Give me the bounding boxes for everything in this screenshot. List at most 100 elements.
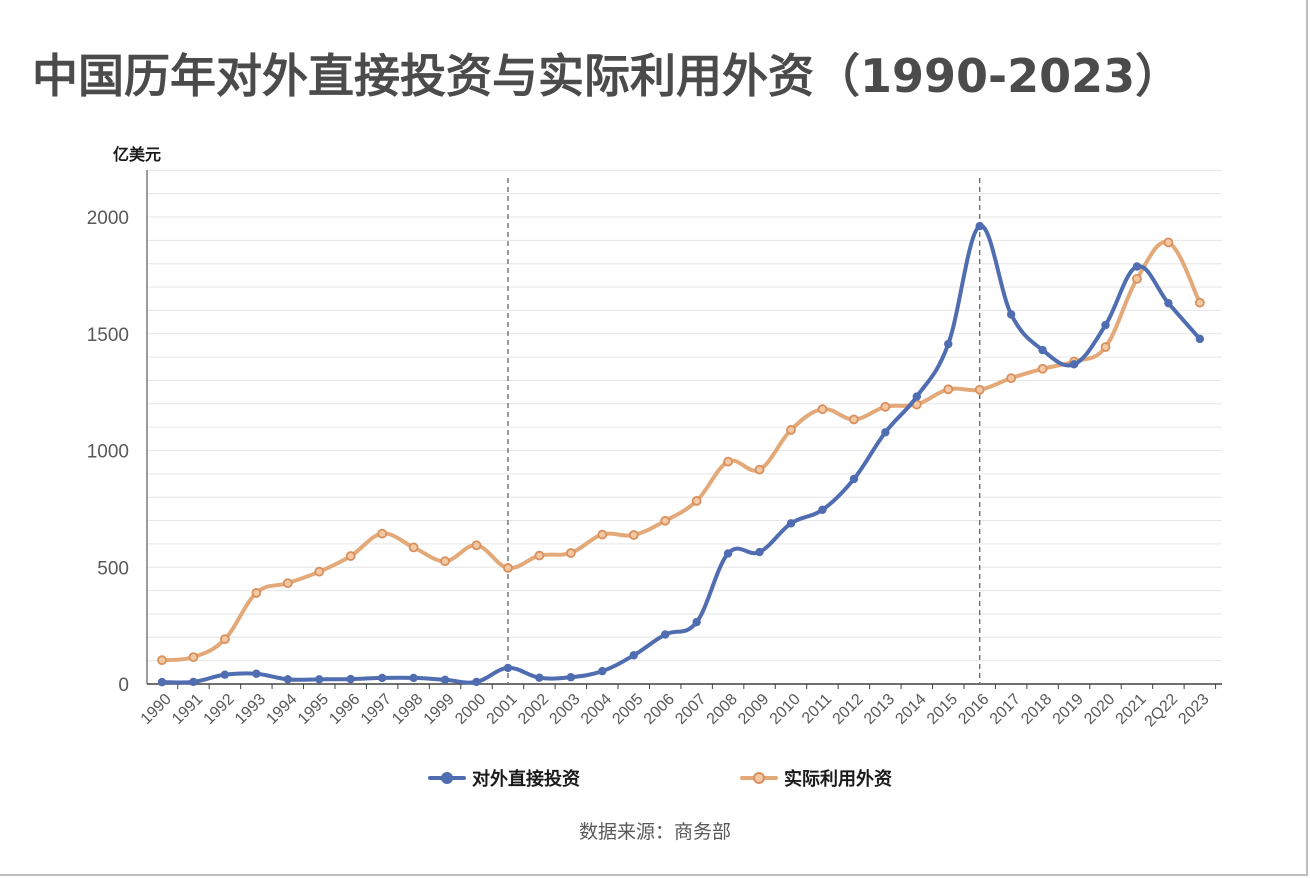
x-tick-labels: 1990199119921993199419951996199719981999… — [138, 684, 1217, 731]
series-outward-fdi — [157, 221, 1205, 687]
x-tick-label: 2000 — [452, 691, 489, 728]
data-point-outward-fdi — [220, 670, 230, 679]
x-tick-label: 2016 — [955, 691, 992, 728]
y-tick-label: 0 — [118, 675, 129, 696]
data-point-outward-fdi — [881, 428, 890, 437]
x-tick-label: 1999 — [421, 691, 458, 728]
data-point-utilized-foreign-capital — [219, 634, 230, 645]
x-tick-label: 2018 — [1018, 691, 1055, 728]
y-tick-labels: 0 500 1000 1500 2000 — [87, 208, 129, 696]
x-tick-label: 2020 — [1081, 691, 1118, 728]
data-point-outward-fdi — [252, 669, 261, 678]
data-point-utilized-foreign-capital — [471, 540, 482, 551]
data-point-utilized-foreign-capital — [345, 551, 356, 561]
data-point-outward-fdi — [786, 519, 796, 528]
legend-item-outward-fdi: 对外直接投资 — [428, 765, 580, 791]
y-tick-label: 1000 — [87, 442, 129, 463]
x-tick-label: 2006 — [641, 691, 678, 728]
x-tick-label: 1998 — [389, 691, 426, 728]
x-tick-label: 2008 — [704, 691, 741, 728]
data-point-outward-fdi — [944, 339, 953, 349]
data-point-utilized-foreign-capital — [251, 588, 262, 598]
data-point-utilized-foreign-capital — [1006, 373, 1017, 384]
data-point-utilized-foreign-capital — [282, 578, 293, 589]
x-tick-label: 1990 — [138, 691, 175, 728]
x-tick-label: 2017 — [987, 691, 1024, 728]
x-tick-label: 1997 — [358, 691, 395, 728]
x-tick-label: 1996 — [326, 691, 363, 728]
data-point-utilized-foreign-capital — [786, 425, 796, 435]
x-tick-label: 2023 — [1175, 691, 1212, 728]
data-point-utilized-foreign-capital — [1100, 342, 1111, 352]
data-point-outward-fdi — [189, 677, 198, 687]
data-point-utilized-foreign-capital — [1163, 237, 1174, 248]
series-line-utilized-foreign-capital — [160, 240, 1202, 663]
data-point-outward-fdi — [315, 675, 324, 684]
data-point-outward-fdi — [661, 630, 670, 639]
data-point-outward-fdi — [975, 221, 984, 231]
data-point-outward-fdi — [157, 677, 167, 687]
x-tick-label: 2014 — [892, 691, 929, 728]
data-point-utilized-foreign-capital — [157, 655, 167, 666]
data-point-utilized-foreign-capital — [880, 401, 891, 412]
data-point-outward-fdi — [755, 547, 764, 557]
data-point-utilized-foreign-capital — [188, 652, 199, 663]
data-point-outward-fdi — [1069, 360, 1079, 369]
data-point-outward-fdi — [377, 673, 387, 683]
data-point-outward-fdi — [692, 617, 701, 627]
data-point-utilized-foreign-capital — [1194, 297, 1205, 308]
x-tick-label: 2011 — [799, 691, 835, 727]
data-point-outward-fdi — [566, 673, 576, 682]
data-point-outward-fdi — [629, 651, 638, 660]
x-tick-label: 1992 — [201, 691, 238, 728]
data-point-outward-fdi — [1006, 310, 1016, 319]
series-utilized-foreign-capital — [157, 237, 1205, 666]
data-point-utilized-foreign-capital — [597, 529, 608, 540]
data-point-utilized-foreign-capital — [691, 496, 702, 506]
data-point-utilized-foreign-capital — [723, 456, 733, 467]
x-tick-label: 2003 — [546, 691, 583, 728]
data-point-outward-fdi — [1195, 334, 1205, 344]
y-tick-label: 1500 — [87, 325, 129, 346]
x-tick-label: 2010 — [767, 691, 804, 728]
data-point-outward-fdi — [818, 505, 827, 515]
data-source-note: 数据来源：商务部 — [578, 821, 731, 843]
data-point-outward-fdi — [723, 549, 733, 558]
x-tick-label: 2015 — [924, 691, 961, 728]
data-point-utilized-foreign-capital — [377, 528, 388, 539]
data-point-outward-fdi — [1132, 262, 1142, 271]
x-tick-label: 2012 — [830, 691, 867, 728]
x-tick-label: 1994 — [263, 691, 300, 728]
data-point-utilized-foreign-capital — [943, 384, 954, 395]
data-point-outward-fdi — [1164, 298, 1173, 308]
x-tick-label: 2004 — [578, 691, 615, 728]
data-point-utilized-foreign-capital — [660, 515, 671, 526]
data-point-utilized-foreign-capital — [1037, 363, 1048, 374]
data-point-utilized-foreign-capital — [754, 464, 765, 475]
data-point-outward-fdi — [912, 392, 921, 401]
x-tick-label: 2Q22 — [1142, 691, 1182, 731]
data-point-outward-fdi — [440, 675, 450, 684]
data-point-outward-fdi — [598, 666, 607, 676]
x-tick-label: 2002 — [515, 691, 552, 728]
data-point-utilized-foreign-capital — [534, 550, 545, 561]
data-point-outward-fdi — [346, 674, 355, 684]
data-point-utilized-foreign-capital — [314, 566, 325, 577]
data-point-utilized-foreign-capital — [440, 556, 450, 567]
data-point-utilized-foreign-capital — [503, 563, 513, 573]
x-tick-label: 2007 — [672, 691, 709, 728]
data-point-outward-fdi — [409, 673, 418, 683]
x-tick-label: 2001 — [484, 691, 521, 728]
data-point-utilized-foreign-capital — [1132, 273, 1142, 284]
y-axis-unit: 亿美元 — [113, 145, 162, 164]
legend-label-outward-fdi: 对外直接投资 — [472, 769, 580, 790]
y-tick-label: 2000 — [87, 208, 129, 229]
data-point-utilized-foreign-capital — [849, 414, 859, 425]
x-tick-label: 2009 — [735, 691, 772, 728]
legend-swatch-utilized-foreign-capital — [740, 771, 778, 785]
data-point-outward-fdi — [283, 675, 292, 684]
data-point-outward-fdi — [472, 677, 481, 687]
data-point-utilized-foreign-capital — [974, 384, 985, 395]
